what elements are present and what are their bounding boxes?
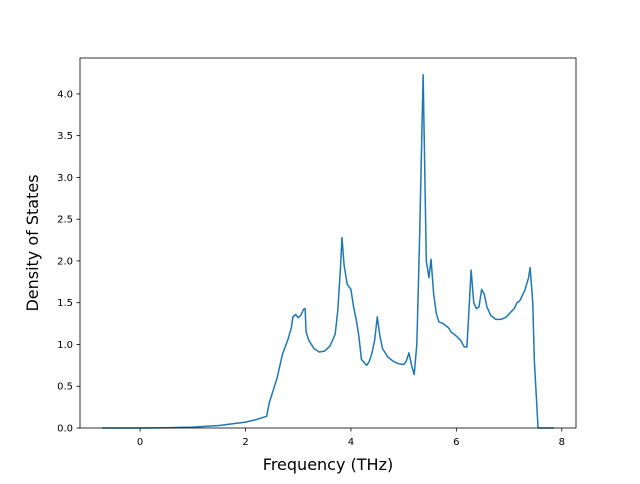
plot-frame — [79, 57, 577, 429]
x-tick-label: 0 — [137, 437, 143, 448]
y-tick-label: 0.5 — [57, 382, 73, 393]
x-tick-label: 4 — [348, 437, 354, 448]
y-tick-label: 4.0 — [57, 89, 73, 100]
data-line — [102, 73, 554, 429]
y-tick-label: 0.0 — [57, 424, 73, 435]
x-axis-label: Frequency (THz) — [263, 455, 393, 474]
y-tick-label: 3.0 — [57, 173, 73, 184]
x-tick-label: 8 — [559, 437, 565, 448]
y-tick-label: 2.5 — [57, 215, 73, 226]
y-tick-label: 1.5 — [57, 298, 73, 309]
y-axis-label: Density of States — [23, 174, 42, 311]
y-tick-label: 1.0 — [57, 340, 73, 351]
y-tick-label: 2.0 — [57, 256, 73, 267]
y-tick-label: 3.5 — [57, 131, 73, 142]
x-tick-label: 6 — [453, 437, 459, 448]
x-tick-label: 2 — [242, 437, 248, 448]
